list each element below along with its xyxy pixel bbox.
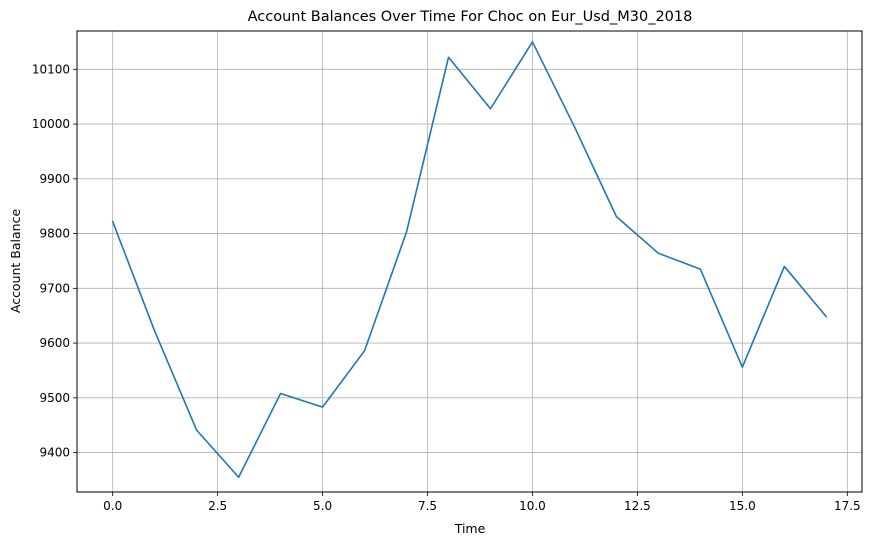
data-point [448, 56, 450, 58]
data-point [280, 393, 282, 395]
x-tick-label: 7.5 [418, 499, 437, 513]
y-axis-label: Account Balance [8, 209, 23, 314]
y-tick-label: 9400 [39, 446, 70, 460]
data-point [825, 316, 827, 318]
grid [77, 31, 862, 492]
y-tick-label: 9600 [39, 336, 70, 350]
data-point [322, 406, 324, 408]
y-tick-label: 10100 [32, 62, 70, 76]
x-tick-label: 2.5 [208, 499, 227, 513]
data-point [490, 108, 492, 110]
y-tick-label: 10000 [32, 117, 70, 131]
y-tick-label: 9800 [39, 227, 70, 241]
plot-frame [76, 30, 863, 493]
data-point [741, 366, 743, 368]
data-point [616, 216, 618, 218]
data-point [196, 429, 198, 431]
y-tick-label: 9900 [39, 172, 70, 186]
series-line [111, 41, 828, 479]
ticks: 0.0 2.5 5.0 7.5 10.0 12.5 15.0 17.5 9400 9500 9600… [32, 62, 861, 513]
x-tick-label: 0.0 [103, 499, 122, 513]
x-tick-label: 10.0 [519, 499, 546, 513]
y-tick-label: 9700 [39, 281, 70, 295]
data-point [532, 41, 534, 43]
data-point [699, 268, 701, 270]
x-tick-label: 5.0 [313, 499, 332, 513]
y-tick-label: 9500 [39, 391, 70, 405]
x-tick-label: 12.5 [624, 499, 651, 513]
data-point [154, 330, 156, 332]
series-layer [111, 41, 828, 479]
chart-title: Account Balances Over Time For Choc on E… [248, 9, 693, 25]
data-point [658, 252, 660, 254]
data-point [574, 126, 576, 128]
data-point [364, 350, 366, 352]
x-tick-label: 15.0 [729, 499, 756, 513]
x-tick-label: 17.5 [834, 499, 861, 513]
data-point [406, 231, 408, 233]
data-point [112, 221, 114, 223]
x-axis-label: Time [454, 521, 486, 536]
data-point [238, 476, 240, 478]
data-point [783, 266, 785, 268]
